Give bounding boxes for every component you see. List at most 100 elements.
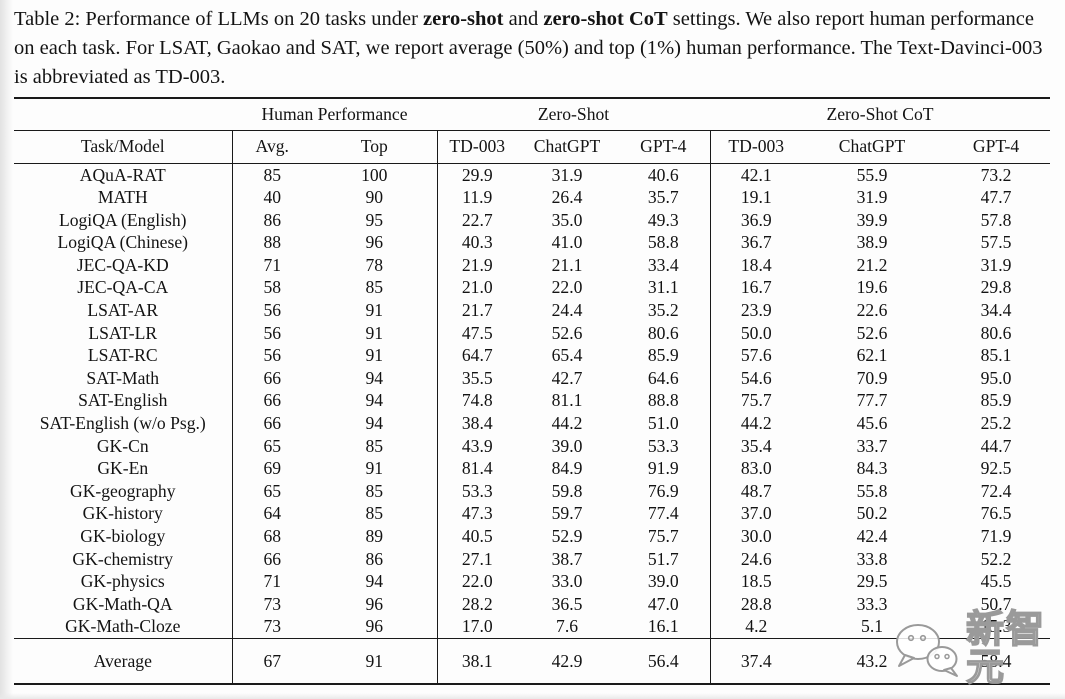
column-header-td003-zs: TD-003 [436,130,518,164]
group-header-human-performance: Human Performance [232,98,438,131]
table-caption: Table 2: Performance of LLMs on 20 tasks… [14,5,1054,91]
average-row: Average 67 91 38.1 42.9 56.4 37.4 43.2 58.4 [14,637,1051,685]
column-header-td003-cot: TD-003 [709,130,803,164]
caption-bold-zero-shot-cot: zero-shot CoT [543,8,668,30]
value-cell: 44.7 [980,435,1012,456]
value-cell: 58.8 [647,232,679,253]
value-cell: 91 [365,458,384,479]
value-cell: 73 [231,615,312,639]
value-cell: 35.5 [436,366,518,390]
value-cell: 30.0 [709,525,803,548]
column-header-chatgpt-cot: ChatGPT [802,130,943,164]
value-cell: 56.4 [617,637,711,685]
value-cell: 31.9 [551,164,583,185]
value-cell: 42.7 [551,367,583,388]
group-header-empty [14,98,232,131]
value-cell: 50.0 [709,321,803,345]
value-cell: 4.2 [709,615,803,639]
value-cell: 39.9 [856,209,888,230]
value-cell: 59.8 [551,480,583,501]
value-cell: 72.4 [980,480,1012,501]
value-cell: 47.3 [436,502,518,525]
value-cell: 55.8 [856,480,888,501]
value-cell: 33.4 [647,254,679,275]
value-cell: 53.3 [436,479,518,503]
value-cell: 56 [231,299,312,322]
value-cell: 31.9 [856,187,888,208]
value-cell: 31.9 [980,254,1012,275]
value-cell: 40 [231,186,312,209]
value-cell: 43.2 [802,637,943,685]
page-edge-shadow-bottom [0,693,1065,699]
value-cell: 38.9 [856,232,888,253]
column-header-gpt4-cot: GPT-4 [942,130,1051,164]
value-cell: 64.7 [436,344,518,367]
table-body: AQuA-RAT 85 100 29.9 31.9 40.6 42.1 55.9 73.2 MAT… [14,163,1051,685]
value-cell: 48.7 [709,479,803,503]
caption-text: settings. We also report human performan… [14,8,1043,88]
value-cell: 57.5 [980,232,1012,253]
value-cell: 64.6 [647,367,679,388]
value-cell: 80.6 [647,322,679,343]
value-cell: 53.3 [647,435,679,456]
value-cell: 45.5 [980,571,1012,592]
value-cell: 44.2 [551,413,583,434]
table-row: JEC-QA-CA 58 85 21.0 22.0 31.1 16.7 19.6 29.8 [14,276,1050,300]
value-cell: 65 [231,434,312,458]
value-cell: 36.9 [709,208,803,232]
value-cell: 40.3 [436,231,518,254]
table-row: GK-En 69 91 81.4 84.9 91.9 83.0 84.3 92.5 [14,457,1050,480]
value-cell: 7.6 [556,616,579,637]
value-cell: 84.9 [551,458,583,479]
column-header-task-model: Task/Model [14,130,232,164]
caption-text: Table 2: Performance of LLMs on 20 tasks… [14,8,424,30]
table-row: GK-physics 71 94 22.0 33.0 39.0 18.5 29.5 45.5 [14,570,1050,593]
value-cell: 91.9 [647,458,679,479]
value-cell: 91 [365,300,384,321]
value-cell: 39.0 [647,571,679,592]
table-row: GK-Cn 65 85 43.9 39.0 53.3 35.4 33.7 44.7 [14,434,1050,458]
value-cell: 81.1 [551,390,583,411]
value-cell: 76.5 [980,503,1012,524]
value-cell: 37.4 [709,637,803,685]
value-cell: 59.7 [551,503,583,524]
task-cell: SAT-Math [86,367,160,388]
value-cell: 19.1 [709,186,803,209]
value-cell: 35.2 [647,300,679,321]
value-cell: 69 [231,457,312,480]
value-cell: 22.7 [436,208,518,232]
page-edge-shadow [0,0,13,699]
value-cell: 22.6 [856,300,888,321]
table-row: GK-biology 68 89 40.5 52.9 75.7 30.0 42.4 71.9 [14,525,1050,548]
value-cell: 90 [365,187,384,208]
value-cell: 24.4 [551,300,583,321]
value-cell: 57.8 [980,209,1012,230]
value-cell: 39.0 [551,435,583,456]
value-cell: 71 [231,253,312,277]
value-cell: 70.9 [856,367,888,388]
value-cell: 96 [365,593,384,614]
value-cell: 21.0 [436,276,518,300]
task-cell: GK-geography [69,480,176,501]
table-row: GK-Math-QA 73 96 28.2 36.5 47.0 28.8 33.3 50.7 [14,592,1050,616]
value-cell: 85 [231,163,312,187]
task-cell: SAT-English [78,390,168,411]
value-cell: 62.1 [856,345,888,366]
value-cell: 71.9 [980,526,1012,546]
value-cell: 21.1 [551,254,583,275]
value-cell: 85.1 [980,345,1012,366]
value-cell: 38.1 [436,637,518,685]
value-cell: 80.6 [980,322,1012,343]
group-header-zero-shot: Zero-Shot [437,98,711,131]
value-cell: 52.6 [856,322,888,343]
value-cell: 100 [361,164,388,185]
table-row: JEC-QA-KD 71 78 21.9 21.1 33.4 18.4 21.2 31.9 [14,253,1050,277]
value-cell: 33.3 [856,593,888,614]
value-cell: 55.9 [856,164,888,185]
value-cell: 66 [231,389,312,413]
value-cell: 44.2 [709,412,803,435]
value-cell: 94 [365,367,384,388]
value-cell: 91 [312,637,438,685]
table-row: MATH 40 90 11.9 26.4 35.7 19.1 31.9 47.7 [14,186,1050,209]
value-cell: 19.6 [856,277,888,298]
